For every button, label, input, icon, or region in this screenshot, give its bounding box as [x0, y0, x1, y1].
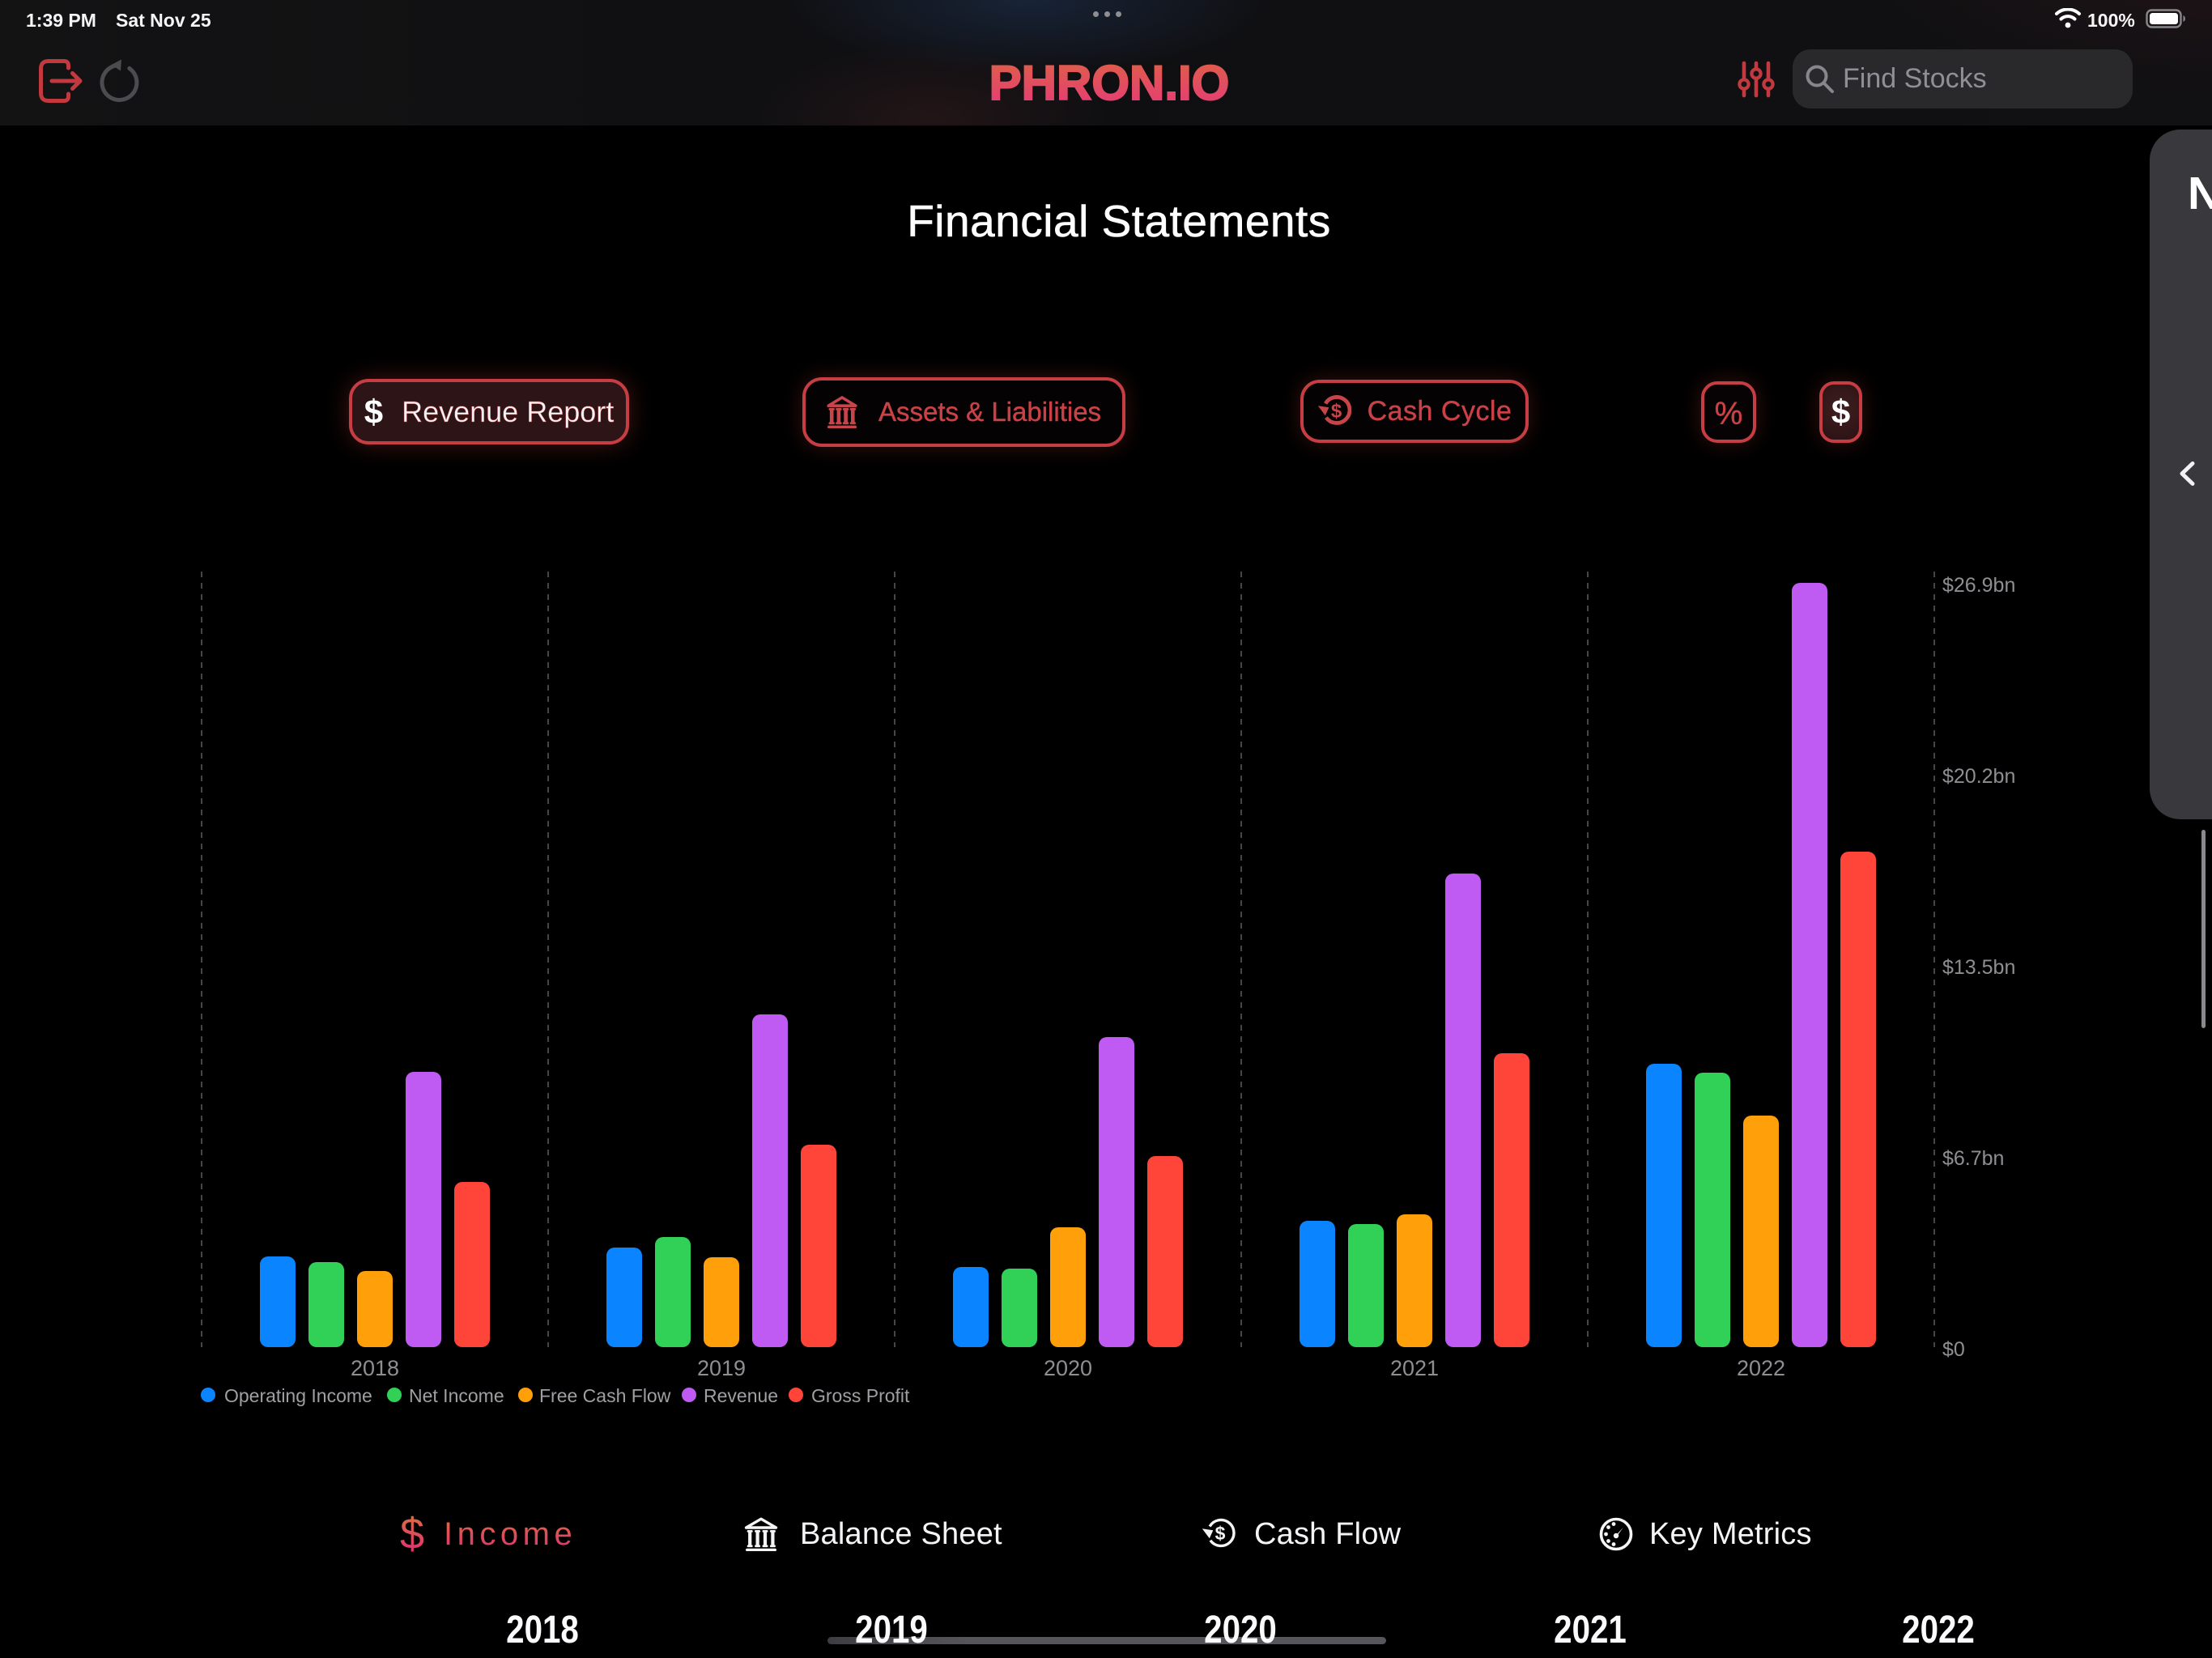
svg-text:PHRON.IO: PHRON.IO [989, 56, 1230, 109]
svg-text:$: $ [1330, 401, 1342, 423]
svg-text:$: $ [1215, 1523, 1226, 1544]
